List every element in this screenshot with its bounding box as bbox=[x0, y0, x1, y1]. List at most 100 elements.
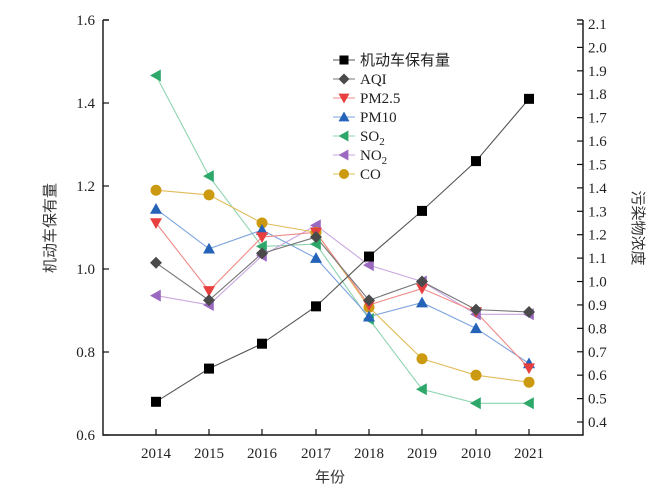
data-point bbox=[151, 396, 161, 407]
legend-marker bbox=[338, 130, 349, 142]
right-y-tick-label: 1.3 bbox=[588, 204, 607, 220]
data-point bbox=[523, 363, 535, 375]
data-point bbox=[416, 296, 428, 308]
data-point bbox=[256, 217, 268, 229]
series-markers bbox=[150, 69, 535, 410]
x-axis-title: 年份 bbox=[315, 468, 345, 486]
legend-marker bbox=[339, 55, 349, 65]
axes: 0.6 0.8 1.0 1.2 1.4 1.6 0.4 0.5 0.6 0.7 0.8 0.9 1.0 1… bbox=[76, 13, 607, 462]
data-point bbox=[416, 353, 428, 365]
x-tick-label: 2016 bbox=[247, 446, 278, 462]
x-tick-label: 2015 bbox=[194, 446, 224, 462]
left-y-tick-label: 0.8 bbox=[76, 345, 95, 361]
legend-subscript: 2 bbox=[382, 155, 388, 167]
data-point bbox=[150, 218, 162, 229]
right-y-tick-label: 2.0 bbox=[588, 40, 607, 56]
right-y-tick-label: 0.8 bbox=[588, 321, 607, 337]
right-y-tick-label: 0.7 bbox=[588, 345, 607, 361]
right-y-axis-title: 污染物浓度 bbox=[629, 190, 647, 265]
right-y-tick-label: 1.2 bbox=[588, 228, 607, 244]
right-y-tick-label: 2.1 bbox=[588, 17, 607, 33]
legend-marker bbox=[339, 169, 349, 179]
right-y-tick-label: 1.8 bbox=[588, 87, 607, 103]
data-point bbox=[204, 363, 214, 374]
series-line-so2 bbox=[155, 75, 529, 404]
x-tick-label: 2019 bbox=[407, 446, 437, 462]
data-point bbox=[523, 376, 535, 388]
data-point bbox=[310, 252, 322, 263]
data-point bbox=[257, 338, 267, 349]
right-y-tick-label: 0.9 bbox=[588, 298, 607, 314]
data-point bbox=[150, 256, 162, 269]
legend-label: SO2 bbox=[360, 129, 385, 148]
data-point bbox=[417, 205, 427, 216]
right-y-tick-label: 1.9 bbox=[588, 64, 607, 80]
data-point bbox=[364, 251, 374, 262]
right-y-tick-label: 0.6 bbox=[588, 368, 607, 384]
data-point bbox=[471, 156, 481, 167]
data-point bbox=[256, 224, 268, 235]
data-point bbox=[310, 231, 322, 244]
series-line-aqi bbox=[155, 236, 530, 313]
data-point bbox=[256, 247, 268, 260]
series-lines bbox=[155, 75, 530, 404]
data-point bbox=[150, 69, 161, 82]
left-y-axis-title: 机动车保有量 bbox=[41, 183, 59, 273]
legend-marker bbox=[338, 73, 350, 85]
series-line-pm10 bbox=[155, 208, 530, 364]
right-y-tick-label: 1.5 bbox=[588, 157, 607, 173]
data-point bbox=[203, 242, 215, 254]
left-y-tick-label: 0.6 bbox=[76, 428, 95, 444]
right-y-tick-label: 1.7 bbox=[588, 111, 607, 127]
legend-label: CO bbox=[360, 167, 381, 183]
legend-label: PM10 bbox=[360, 110, 397, 126]
left-y-tick-label: 1.0 bbox=[76, 262, 95, 278]
left-y-tick-label: 1.6 bbox=[76, 13, 95, 29]
legend-label: 机动车保有量 bbox=[360, 51, 450, 69]
data-point bbox=[523, 397, 534, 410]
data-point bbox=[203, 189, 215, 201]
legend-label: AQI bbox=[360, 72, 387, 88]
legend-marker bbox=[338, 149, 349, 161]
legend-label: PM2.5 bbox=[360, 91, 400, 107]
data-point bbox=[150, 184, 162, 196]
right-y-tick-label: 1.6 bbox=[588, 134, 607, 150]
right-y-tick-label: 1.1 bbox=[588, 251, 607, 267]
data-point bbox=[150, 289, 161, 302]
data-point bbox=[416, 383, 427, 396]
x-tick-label: 2021 bbox=[514, 446, 544, 462]
data-point bbox=[310, 238, 321, 251]
axis-frame bbox=[102, 20, 584, 436]
legend-marker bbox=[338, 93, 350, 104]
x-tick-label: 2010 bbox=[461, 446, 491, 462]
data-point bbox=[363, 259, 374, 272]
right-y-tick-label: 1.0 bbox=[588, 275, 607, 291]
legend-label: NO2 bbox=[360, 148, 387, 167]
data-point bbox=[203, 286, 215, 297]
data-point bbox=[470, 303, 482, 316]
series-line- bbox=[155, 98, 530, 403]
data-point bbox=[470, 369, 482, 381]
data-point bbox=[203, 294, 215, 307]
x-tick-label: 2014 bbox=[141, 446, 172, 462]
data-point bbox=[523, 305, 535, 318]
series-line-no2 bbox=[155, 224, 529, 315]
data-point bbox=[416, 283, 428, 295]
data-point bbox=[311, 301, 321, 312]
series-line-co bbox=[155, 189, 530, 383]
x-tick-label: 2017 bbox=[301, 446, 332, 462]
data-point bbox=[256, 232, 268, 244]
data-point bbox=[470, 322, 482, 334]
legend-subscript: 2 bbox=[379, 136, 385, 148]
legend-marker bbox=[338, 111, 350, 122]
data-point bbox=[150, 202, 162, 214]
data-point bbox=[363, 310, 375, 322]
data-point bbox=[256, 240, 267, 253]
data-point bbox=[470, 397, 481, 410]
data-point bbox=[416, 275, 428, 288]
right-y-tick-label: 0.4 bbox=[588, 415, 607, 431]
left-y-tick-label: 1.4 bbox=[76, 96, 95, 112]
data-point bbox=[363, 294, 375, 307]
